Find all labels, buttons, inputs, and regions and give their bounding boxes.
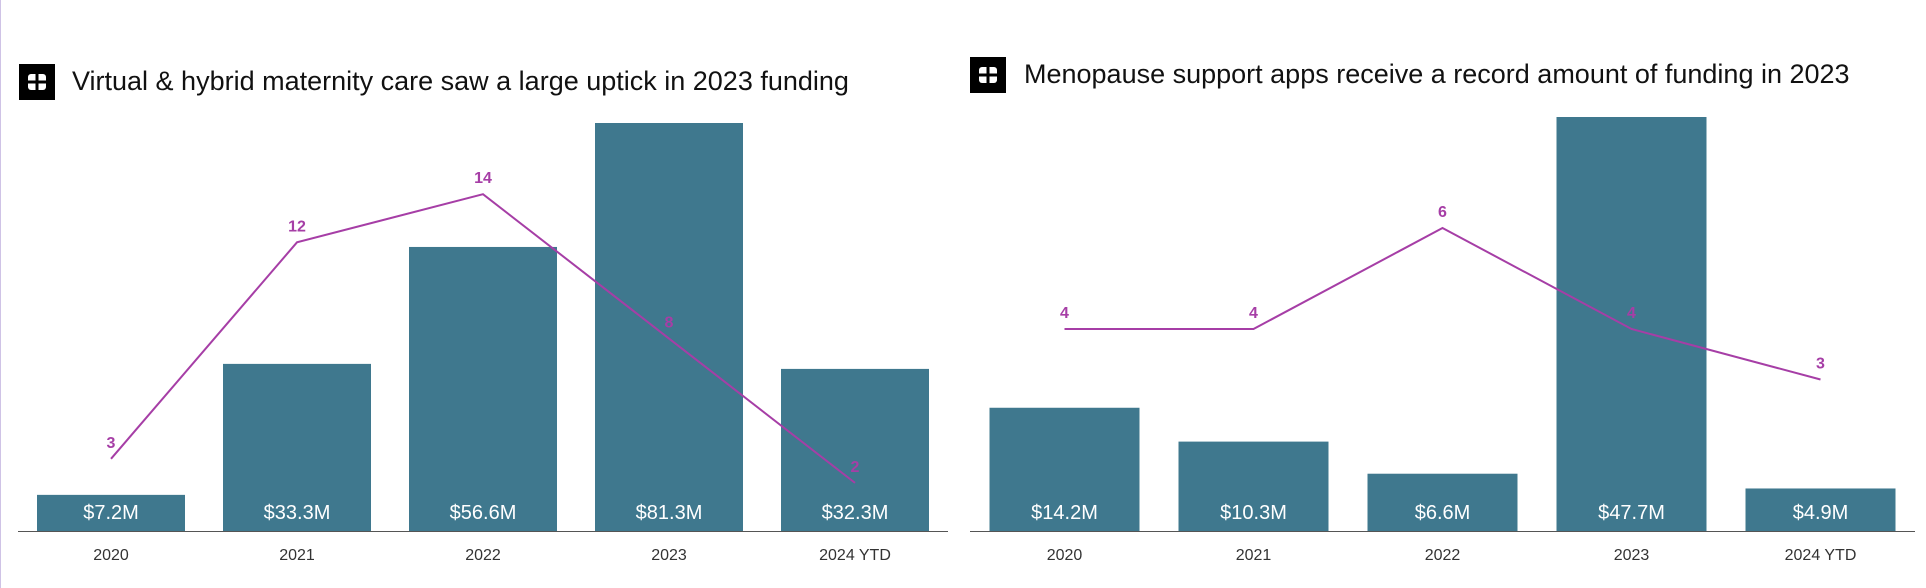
deal-count-label: 12	[288, 218, 306, 235]
frame-border	[0, 0, 1, 588]
deal-count-label: 3	[1816, 356, 1825, 373]
bar	[989, 407, 1140, 531]
deal-count-label: 4	[1060, 305, 1069, 322]
bar	[781, 368, 929, 531]
deal-count-label: 3	[107, 435, 116, 452]
grid-logo-icon	[970, 57, 1006, 93]
menopause-funding-chart: $14.2M $10.3M $6.6M $47.7M $4.9M 2020 2021 2022…	[970, 117, 1915, 564]
bar	[1556, 117, 1707, 531]
deals-line	[1064, 226, 1821, 381]
x-tick-label: 2022	[465, 547, 501, 564]
chart-title: Virtual & hybrid maternity care saw a la…	[72, 66, 849, 96]
bar	[1178, 441, 1329, 531]
grid-logo-icon	[19, 64, 55, 100]
bar	[595, 123, 743, 531]
bar-value-label: $56.6M	[450, 502, 517, 524]
bar	[1367, 473, 1518, 531]
bar	[223, 363, 371, 531]
x-tick-label: 2021	[279, 547, 315, 564]
bar-value-label: $33.3M	[264, 502, 331, 524]
chart-panel-maternity: Virtual & hybrid maternity care saw a la…	[0, 0, 960, 588]
bar-value-label: $32.3M	[822, 502, 889, 524]
x-tick-label: 2020	[93, 547, 129, 564]
bar	[1745, 488, 1896, 531]
bar-value-label: $4.9M	[1793, 502, 1849, 524]
bar	[37, 494, 185, 531]
bar-value-label: $81.3M	[636, 502, 703, 524]
bar	[409, 246, 557, 531]
deal-count-label: 4	[1249, 305, 1258, 322]
x-tick-label: 2022	[1425, 547, 1461, 564]
bar-value-label: $14.2M	[1031, 502, 1098, 524]
bar-value-label: $47.7M	[1598, 502, 1665, 524]
deals-line	[110, 193, 856, 484]
chart-title: Menopause support apps receive a record …	[1024, 59, 1850, 89]
x-tick-label: 2020	[1047, 547, 1083, 564]
deal-count-label: 6	[1438, 204, 1447, 221]
x-tick-label: 2023	[651, 547, 687, 564]
deal-count-label: 4	[1627, 305, 1636, 322]
bar-value-label: $7.2M	[83, 502, 139, 524]
x-tick-label: 2023	[1614, 547, 1650, 564]
bar-value-label: $6.6M	[1415, 502, 1471, 524]
deal-count-label: 2	[851, 459, 860, 476]
x-tick-label: 2021	[1236, 547, 1272, 564]
maternity-funding-chart: $7.2M $33.3M $56.6M $81.3M $32.3M 2020 2021 202…	[18, 123, 948, 564]
x-tick-label: 2024 YTD	[819, 547, 891, 564]
chart-panel-menopause: Menopause support apps receive a record …	[960, 0, 1926, 588]
deal-count-label: 14	[474, 170, 492, 187]
x-tick-label: 2024 YTD	[1785, 547, 1857, 564]
deal-count-label: 8	[665, 315, 674, 332]
bar-value-label: $10.3M	[1220, 502, 1287, 524]
